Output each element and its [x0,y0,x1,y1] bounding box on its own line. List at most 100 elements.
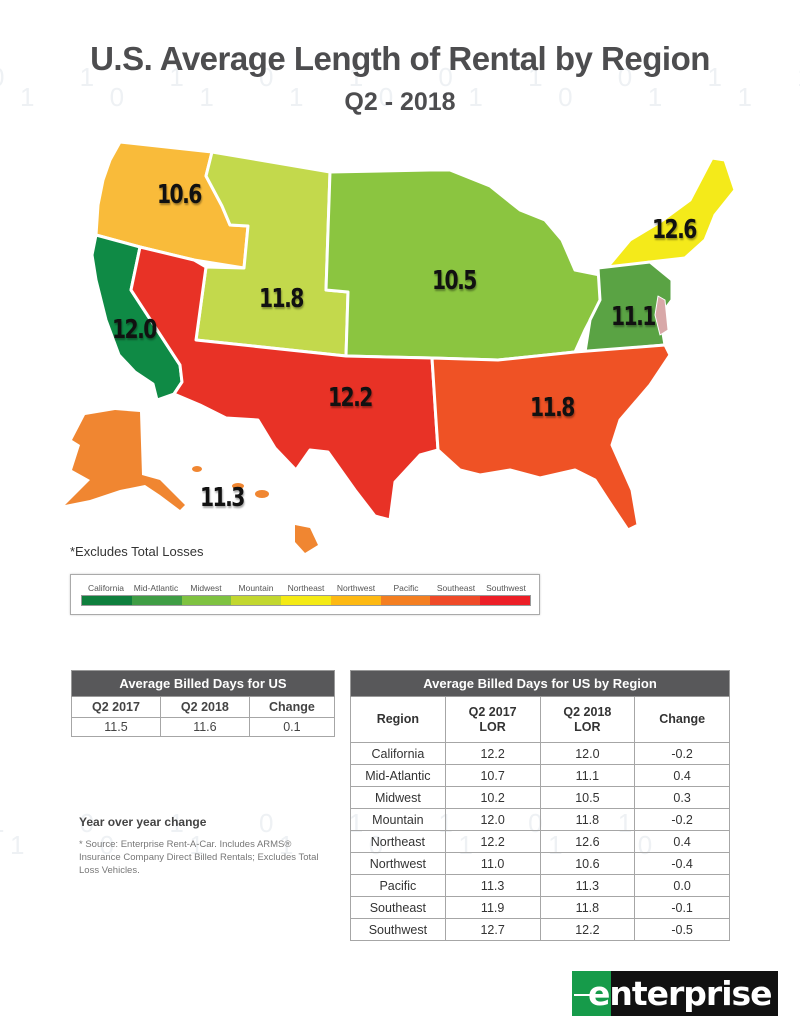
cell: Pacific [350,874,446,897]
header-line: Q2 2017 [468,704,517,719]
value-southwest: 12.2 [328,383,373,413]
cell: 12.6 [539,830,636,853]
cell: 12.2 [444,830,541,853]
header-change: Change [634,696,730,743]
us-header-q2-2018: Q2 2018 [159,696,250,718]
cell: 0.4 [634,830,730,853]
page-title: U.S. Average Length of Rental by Region [90,40,710,77]
cell: 11.3 [444,874,541,897]
region-southwest [129,245,440,522]
cell: Northwest [350,852,446,875]
us-q2-2017-value: 11.5 [71,717,161,737]
enterprise-logo [572,971,778,1016]
header-q2-2017-lor: Q2 2017 LOR [444,696,541,743]
cell: 11.0 [444,852,541,875]
cell: Northeast [350,830,446,853]
legend-swatch-southwest [480,596,531,605]
us-table-title: Average Billed Days for US [71,670,335,697]
value-northeast: 12.6 [652,215,697,245]
cell: 0.0 [634,874,730,897]
header-line: LOR [574,719,601,734]
table-row: Southwest 12.7 12.2 -0.5 [350,918,730,941]
table-row: Mountain 12.0 11.8 -0.2 [350,808,730,831]
cell: 11.9 [444,896,541,919]
cell: -0.4 [634,852,730,875]
logo-black-block [611,971,778,1016]
cell: 10.5 [539,786,636,809]
legend-swatch-southeast [430,596,481,605]
region-hawaii-big [295,525,318,553]
legend-label: Northeast [287,583,325,593]
legend-swatch-mid-atlantic [131,596,182,605]
logo-wordmark: enterprise [588,974,773,1013]
region-hawaii-1 [192,466,202,472]
legend-color-bar [81,595,531,606]
value-california: 12.0 [112,315,157,345]
logo-swoosh-line [574,994,594,996]
value-northwest: 10.6 [157,180,202,210]
region-northeast [603,156,737,272]
legend-labels: California Mid-Atlantic Midwest Mountain… [81,583,531,593]
cell: Mountain [350,808,446,831]
cell: Southeast [350,896,446,919]
value-mountain: 11.8 [259,284,304,314]
legend-swatch-northeast [281,596,331,605]
region-table: Average Billed Days for US by Region Reg… [350,670,730,941]
table-row: Pacific 11.3 11.3 0.0 [350,874,730,897]
cell: 11.8 [539,808,636,831]
value-pacific: 11.3 [200,483,245,513]
region-southeast [430,343,672,532]
header-region: Region [350,696,446,743]
legend-label: Pacific [393,583,419,593]
legend-label: Midwest [190,583,222,593]
page-subtitle: Q2 - 2018 [344,88,456,116]
region-hawaii-2 [232,483,244,489]
us-region-map: 10.6 11.8 10.5 12.6 11.1 12.0 12.2 11.8 … [65,140,737,553]
table-row: Mid-Atlantic 10.7 11.1 0.4 [350,764,730,787]
table-row: Northeast 12.2 12.6 0.4 [350,830,730,853]
legend-label: California [88,583,124,593]
cell: California [350,742,446,765]
cell: -0.2 [634,742,730,765]
table-row: Southeast 11.9 11.8 -0.1 [350,896,730,919]
cell: 11.3 [539,874,636,897]
logo-green-block [572,971,611,1016]
yoy-label: Year over year change [79,815,207,829]
cell: 11.8 [539,896,636,919]
legend-label: Northwest [336,583,376,593]
region-alaska [65,410,185,510]
header-line: Q2 2018 [563,704,612,719]
legend-swatch-midwest [181,596,232,605]
region-hawaii-3 [255,490,269,498]
table-row: Midwest 10.2 10.5 0.3 [350,786,730,809]
legend-label: Mountain [238,583,274,593]
table-row: Northwest 11.0 10.6 -0.4 [350,852,730,875]
cell: 10.2 [444,786,541,809]
cell: 10.6 [539,852,636,875]
cell: 12.0 [444,808,541,831]
excludes-losses-note: *Excludes Total Losses [70,544,204,559]
map-svg [65,140,737,553]
cell: 0.4 [634,764,730,787]
us-header-change: Change [248,696,336,718]
legend-swatch-pacific [380,596,431,605]
cell: 12.2 [444,742,541,765]
region-table-title: Average Billed Days for US by Region [350,670,730,697]
legend-label: Southeast [436,583,476,593]
cell: 0.3 [634,786,730,809]
value-southeast: 11.8 [530,393,575,423]
table-row: 11.5 11.6 0.1 [71,717,336,737]
cell: 12.2 [539,918,636,941]
cell: Mid-Atlantic [350,764,446,787]
region-midwest [324,168,608,362]
cell: -0.2 [634,808,730,831]
cell: 10.7 [444,764,541,787]
value-mid-atlantic: 11.1 [611,302,656,332]
cell: -0.5 [634,918,730,941]
table-row: California 12.2 12.0 -0.2 [350,742,730,765]
cell: -0.1 [634,896,730,919]
us-change-value: 0.1 [248,717,336,737]
region-delaware [654,295,669,336]
legend-label: Mid-Atlantic [133,583,179,593]
legend-swatch-mountain [231,596,282,605]
